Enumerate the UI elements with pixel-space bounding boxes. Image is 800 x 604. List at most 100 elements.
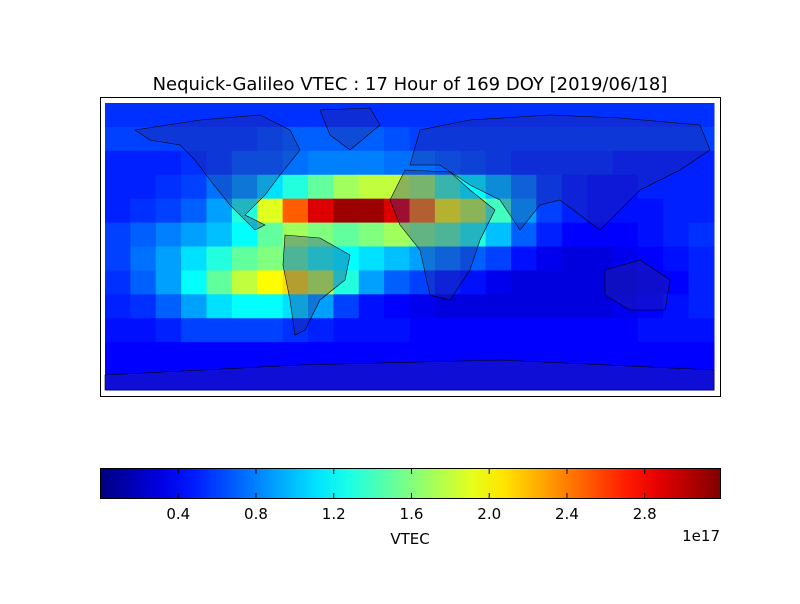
- heat-cell: [105, 174, 131, 200]
- heat-cell: [333, 150, 360, 176]
- colorbar-offset: 1e17: [682, 527, 720, 545]
- heat-cell: [130, 366, 157, 391]
- heat-cell: [282, 366, 309, 391]
- heat-cell: [561, 342, 588, 367]
- heat-cell: [409, 222, 436, 247]
- heat-cell: [587, 198, 613, 224]
- heat-cell: [688, 150, 715, 176]
- heat-cell: [434, 222, 461, 247]
- heat-cell: [536, 294, 563, 319]
- heat-cell: [434, 366, 461, 391]
- heat-cell: [409, 103, 436, 128]
- heat-cell: [130, 150, 157, 176]
- heat-cell: [155, 222, 182, 247]
- heat-cell: [409, 318, 436, 343]
- heat-cell: [688, 270, 715, 295]
- heat-cell: [333, 318, 360, 343]
- heat-cell: [206, 270, 233, 295]
- heat-cell: [105, 246, 131, 271]
- heat-cell: [308, 222, 334, 247]
- heat-cell: [587, 126, 613, 152]
- heat-cell: [206, 126, 233, 152]
- heat-cell: [460, 294, 487, 319]
- heat-cell: [587, 294, 613, 319]
- heat-cell: [688, 294, 715, 319]
- heat-cell: [231, 150, 258, 176]
- heat-cell: [105, 366, 131, 391]
- heat-cell: [460, 318, 487, 343]
- heat-cell: [612, 150, 639, 176]
- heat-cell: [434, 103, 461, 128]
- heat-cell: [637, 294, 664, 319]
- heat-cell: [257, 318, 284, 343]
- heat-cell: [333, 246, 360, 271]
- heat-cell: [663, 126, 690, 152]
- heat-cell: [612, 318, 639, 343]
- heat-cell: [485, 103, 512, 128]
- heat-cell: [485, 366, 512, 391]
- heat-cell: [308, 174, 334, 200]
- heat-cell: [231, 174, 258, 200]
- heat-cell: [409, 294, 436, 319]
- heat-cell: [130, 294, 157, 319]
- heat-cell: [333, 366, 360, 391]
- heat-cell: [511, 150, 537, 176]
- heat-cell: [637, 126, 664, 152]
- heat-cell: [511, 222, 537, 247]
- heat-cell: [358, 366, 385, 391]
- heat-cell: [434, 318, 461, 343]
- heat-cell: [663, 294, 690, 319]
- heat-cell: [181, 246, 207, 271]
- heat-cell: [688, 198, 715, 224]
- heat-cell: [130, 270, 157, 295]
- heat-cell: [561, 318, 588, 343]
- heat-cell: [536, 174, 563, 200]
- heat-cell: [612, 126, 639, 152]
- heat-cell: [105, 294, 131, 319]
- colorbar-tick-label: 2.8: [633, 505, 657, 523]
- heat-cell: [663, 150, 690, 176]
- heat-cell: [409, 366, 436, 391]
- land: [134, 114, 301, 231]
- heat-cell: [612, 342, 639, 367]
- heat-cell: [663, 103, 690, 128]
- heat-cell: [460, 366, 487, 391]
- heat-cell: [637, 222, 664, 247]
- heat-cell: [561, 222, 588, 247]
- heat-cell: [688, 342, 715, 367]
- heat-cell: [612, 103, 639, 128]
- colorbar-tick-label: 0.4: [166, 505, 190, 523]
- heat-cell: [511, 103, 537, 128]
- heat-cell: [511, 318, 537, 343]
- heat-cell: [333, 174, 360, 200]
- heat-cell: [333, 103, 360, 128]
- heat-cell: [460, 198, 487, 224]
- heat-cell: [181, 174, 207, 200]
- heat-cell: [637, 270, 664, 295]
- heat-cell: [561, 246, 588, 271]
- heat-cell: [130, 318, 157, 343]
- colorbar-label: VTEC: [390, 530, 429, 548]
- colorbar-tick-label: 0.8: [244, 505, 268, 523]
- heat-cell: [637, 198, 664, 224]
- heat-cell: [333, 294, 360, 319]
- heat-cell: [409, 198, 436, 224]
- heat-cell: [409, 246, 436, 271]
- heat-cell: [231, 366, 258, 391]
- heat-cell: [612, 222, 639, 247]
- heat-cell: [308, 366, 334, 391]
- colorbar-tick-label: 2.4: [555, 505, 579, 523]
- heat-cell: [561, 126, 588, 152]
- heat-cell: [511, 246, 537, 271]
- heat-cell: [460, 270, 487, 295]
- continents: [104, 107, 715, 391]
- heat-cell: [105, 150, 131, 176]
- heat-cell: [206, 150, 233, 176]
- heat-cell: [181, 294, 207, 319]
- heat-cell: [358, 318, 385, 343]
- heat-cell: [612, 270, 639, 295]
- heat-cell: [663, 174, 690, 200]
- heat-cell: [130, 246, 157, 271]
- heat-cell: [308, 342, 334, 367]
